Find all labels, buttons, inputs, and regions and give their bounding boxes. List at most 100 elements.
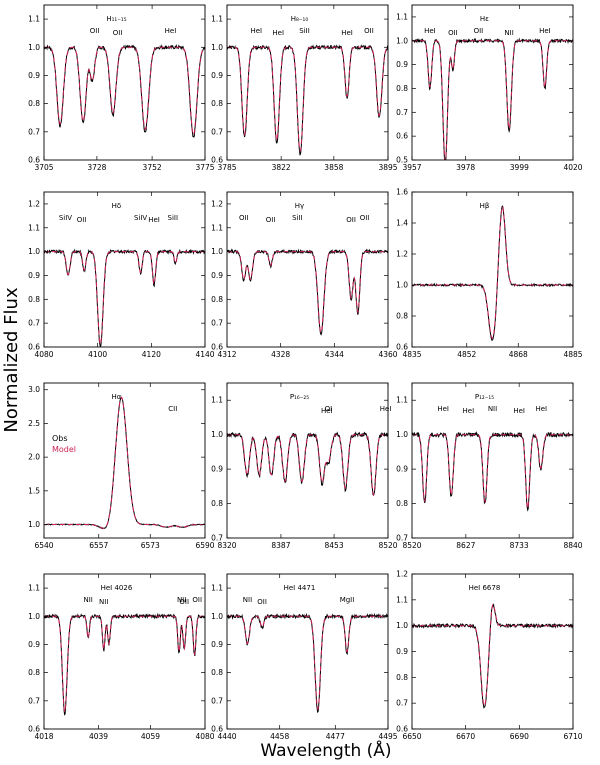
y-tick-label: 1.0 bbox=[396, 621, 408, 630]
x-tick-label: 3895 bbox=[378, 163, 397, 172]
y-tick-label: 1.0 bbox=[211, 612, 223, 621]
x-tick-label: 4868 bbox=[509, 350, 528, 359]
obs-spectrum-h-eps bbox=[412, 37, 573, 160]
y-tick-label: 1.0 bbox=[211, 430, 223, 439]
line-label: OII bbox=[257, 598, 267, 606]
line-label: NII bbox=[83, 596, 92, 604]
x-tick-label: 8627 bbox=[456, 541, 475, 550]
y-tick-label: 1.0 bbox=[28, 43, 40, 52]
x-tick-label: 4344 bbox=[325, 350, 344, 359]
x-tick-label: 4140 bbox=[195, 350, 214, 359]
y-tick-label: 0.7 bbox=[211, 127, 223, 136]
y-tick-label: 1.0 bbox=[211, 247, 223, 256]
panel-frame bbox=[226, 573, 389, 730]
y-tick-label: 1.0 bbox=[28, 520, 40, 529]
line-label: OII bbox=[474, 27, 484, 35]
y-tick-label: 0.8 bbox=[211, 99, 223, 108]
y-tick-label: 0.8 bbox=[28, 99, 40, 108]
line-label: OII bbox=[192, 596, 202, 604]
line-label: OII bbox=[239, 214, 249, 222]
x-tick-label: 4440 bbox=[217, 732, 236, 741]
panel-title: Hγ bbox=[295, 202, 304, 210]
panel-frame bbox=[43, 573, 206, 730]
y-tick-label: 0.6 bbox=[28, 156, 40, 165]
y-tick-label: 0.6 bbox=[396, 343, 408, 352]
line-label: OII bbox=[364, 27, 374, 35]
y-tick-label: 0.8 bbox=[211, 499, 223, 508]
x-tick-label: 3999 bbox=[510, 163, 529, 172]
y-tick-label: 0.9 bbox=[211, 465, 223, 474]
model-spectrum-p16-25 bbox=[227, 434, 388, 497]
x-tick-label: 4020 bbox=[563, 163, 582, 172]
model-spectrum-p12-15 bbox=[412, 434, 573, 509]
y-axis-title: Normalized Flux bbox=[1, 287, 22, 433]
y-tick-label: 0.9 bbox=[211, 640, 223, 649]
y-tick-label: 1.1 bbox=[28, 15, 40, 24]
obs-spectrum-p16-25 bbox=[227, 431, 388, 497]
y-tick-label: 0.8 bbox=[28, 668, 40, 677]
obs-spectrum-hei-4471 bbox=[227, 612, 388, 714]
y-tick-label: 1.2 bbox=[28, 199, 40, 208]
y-tick-label: 1.1 bbox=[211, 15, 223, 24]
y-tick-label: 1.2 bbox=[396, 250, 408, 259]
x-tick-label: 6690 bbox=[510, 732, 529, 741]
y-tick-label: 0.9 bbox=[28, 640, 40, 649]
model-spectrum-h11-15 bbox=[44, 46, 205, 136]
y-tick-label: 0.6 bbox=[211, 343, 223, 352]
line-label: HeI bbox=[341, 29, 353, 37]
legend-obs: Obs bbox=[52, 434, 68, 443]
y-tick-label: 0.8 bbox=[28, 295, 40, 304]
panel-title: Hα bbox=[112, 393, 122, 401]
y-tick-label: 0.9 bbox=[396, 647, 408, 656]
y-tick-label: 0.9 bbox=[396, 465, 408, 474]
x-tick-label: 4018 bbox=[34, 732, 53, 741]
line-label: OII bbox=[360, 214, 370, 222]
y-tick-label: 0.8 bbox=[211, 668, 223, 677]
panel-frame bbox=[226, 382, 389, 539]
panel-h11-15: 3705 3728 3752 3775 0.6 0.7 0.8 0.9 1.0 1.1 H₁₁₋₁₅… bbox=[28, 4, 215, 172]
line-label: SiIV bbox=[59, 214, 72, 222]
x-tick-label: 3822 bbox=[272, 163, 291, 172]
line-label: HeI bbox=[463, 407, 475, 415]
x-tick-label: 4100 bbox=[88, 350, 107, 359]
line-label: HeI bbox=[165, 27, 177, 35]
panel-frame bbox=[226, 191, 389, 348]
panel-title: H₈₋₁₀ bbox=[291, 15, 309, 23]
panel-title: P₁₆₋₂₅ bbox=[290, 393, 309, 401]
x-tick-label: 8453 bbox=[325, 541, 344, 550]
y-tick-label: 1.0 bbox=[396, 430, 408, 439]
y-tick-label: 1.2 bbox=[211, 199, 223, 208]
obs-spectrum-h-delta bbox=[44, 248, 205, 347]
y-tick-label: 1.1 bbox=[396, 12, 408, 21]
line-label: OII bbox=[346, 216, 356, 224]
panel-frame bbox=[411, 191, 574, 348]
y-tick-label: 0.8 bbox=[396, 84, 408, 93]
y-tick-label: 3.0 bbox=[28, 385, 40, 394]
x-tick-label: 6710 bbox=[563, 732, 582, 741]
obs-spectrum-h8-10 bbox=[227, 44, 388, 156]
y-tick-label: 0.9 bbox=[28, 71, 40, 80]
panel-title: HeI 4026 bbox=[101, 584, 133, 592]
x-tick-label: 3752 bbox=[143, 163, 162, 172]
legend-model: Model bbox=[52, 445, 76, 454]
x-tick-label: 4080 bbox=[195, 732, 214, 741]
x-tick-label: 4328 bbox=[271, 350, 290, 359]
y-tick-label: 0.8 bbox=[396, 312, 408, 321]
x-tick-label: 4360 bbox=[378, 350, 397, 359]
x-tick-label: 3785 bbox=[217, 163, 236, 172]
y-tick-label: 0.6 bbox=[28, 343, 40, 352]
y-tick-label: 0.7 bbox=[396, 534, 408, 543]
panel-h-alpha: 6540 6557 6573 6590 1.0 1.5 2.0 2.5 3.0 Hα CII Obs M… bbox=[28, 382, 215, 550]
x-tick-label: 6557 bbox=[89, 541, 108, 550]
y-tick-label: 0.7 bbox=[28, 319, 40, 328]
x-tick-label: 4312 bbox=[217, 350, 236, 359]
x-tick-label: 4835 bbox=[402, 350, 421, 359]
obs-spectrum-h-alpha bbox=[44, 396, 205, 530]
x-tick-label: 4495 bbox=[378, 732, 397, 741]
model-spectrum-h-gamma bbox=[227, 251, 388, 334]
line-label: OII bbox=[90, 27, 100, 35]
y-tick-label: 0.8 bbox=[396, 499, 408, 508]
y-tick-label: 1.1 bbox=[28, 223, 40, 232]
